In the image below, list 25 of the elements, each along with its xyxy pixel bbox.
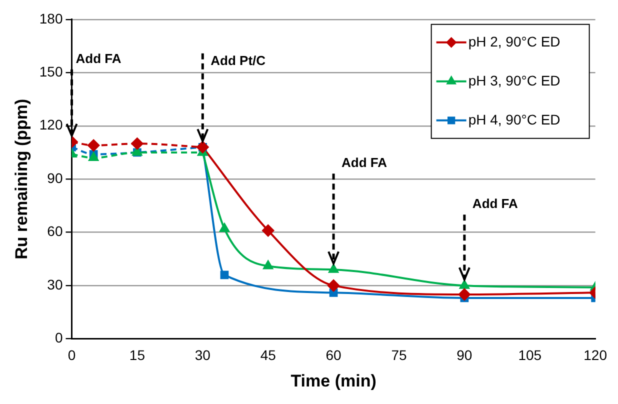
annotation: Add FA [342, 155, 388, 170]
y-tick-label: 60 [47, 223, 63, 240]
legend-label: pH 3, 90°C ED [468, 72, 560, 88]
legend-label: pH 2, 90°C ED [468, 33, 560, 50]
annotation: Add FA [76, 50, 122, 66]
y-tick-label: 150 [39, 63, 63, 80]
legend-label: pH 4, 90°C ED [468, 111, 560, 128]
x-tick-label: 75 [391, 347, 407, 364]
x-tick-label: 105 [518, 347, 542, 364]
x-tick-label: 60 [326, 347, 342, 364]
y-tick-label: 120 [39, 116, 63, 133]
y-tick-label: 90 [47, 170, 63, 186]
annotation: Add Pt/C [210, 52, 266, 68]
x-tick-label: 90 [456, 347, 472, 364]
y-tick-label: 180 [39, 10, 63, 26]
x-axis-title: Time (min) [290, 371, 376, 390]
x-tick-label: 30 [194, 347, 211, 364]
y-axis-title: Ru remaining (ppm) [12, 98, 31, 260]
x-tick-label: 45 [260, 347, 276, 364]
annotation: Add FA [472, 196, 519, 212]
x-tick-label: 15 [129, 347, 146, 364]
y-tick-label: 0 [54, 330, 63, 346]
y-tick-label: 30 [47, 276, 63, 292]
x-tick-label: 0 [68, 347, 76, 364]
x-tick-label: 120 [584, 347, 608, 364]
